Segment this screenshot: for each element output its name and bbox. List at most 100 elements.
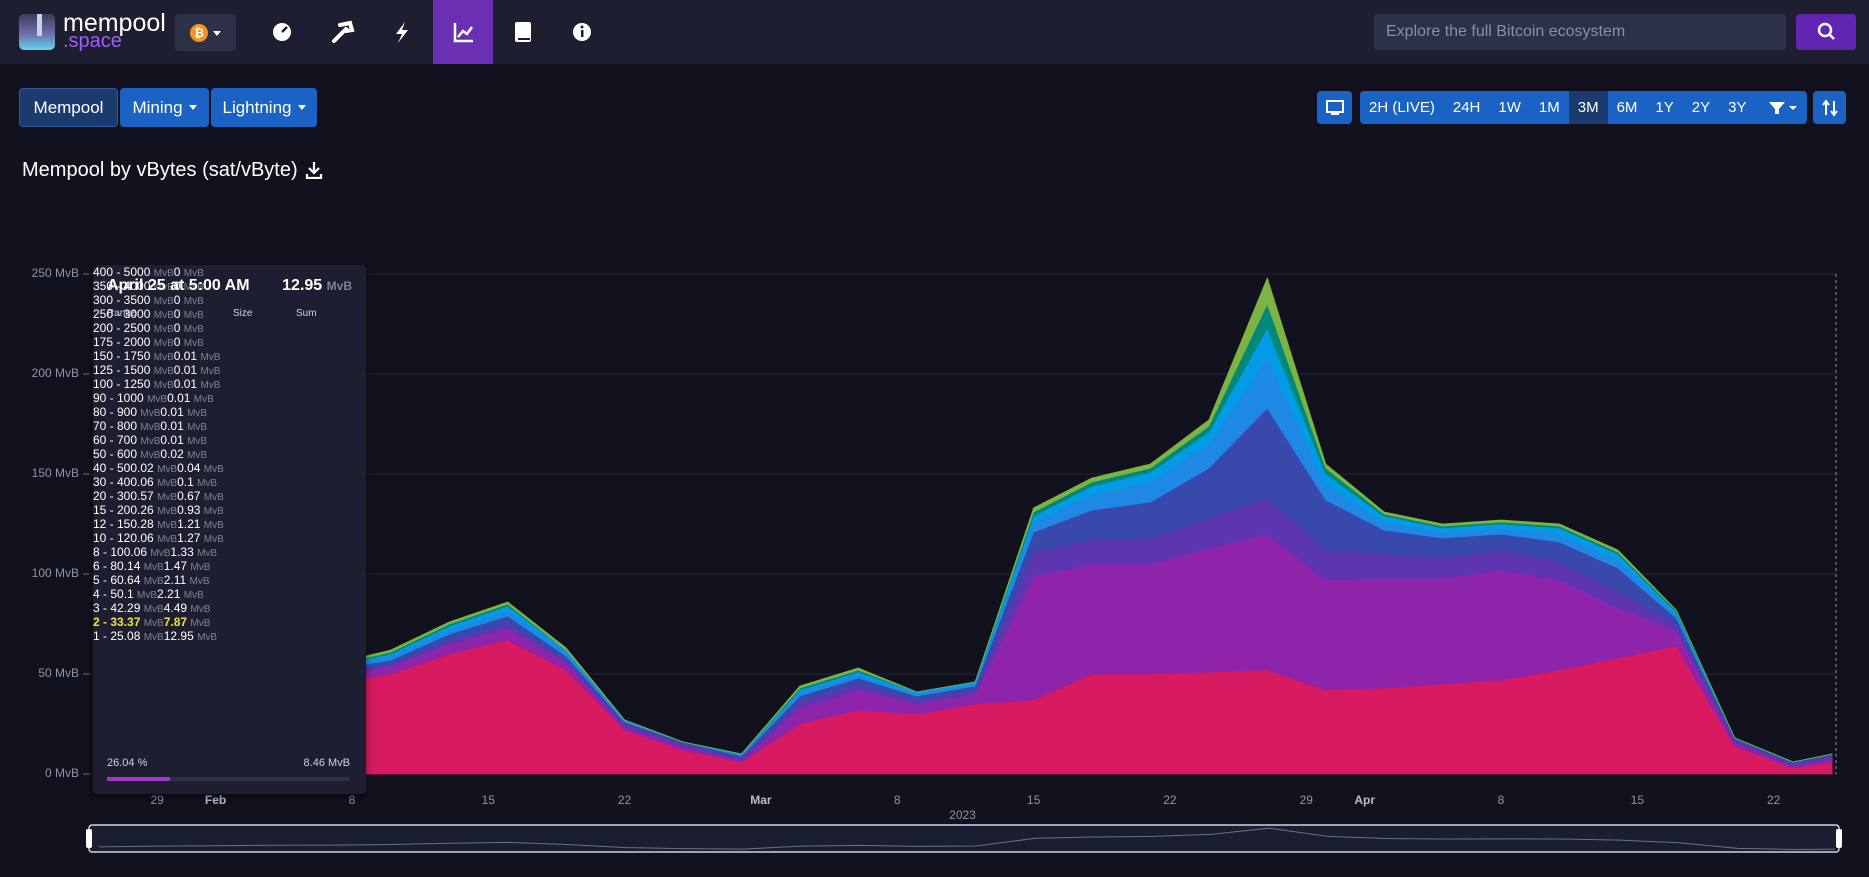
- download-icon[interactable]: [305, 161, 323, 179]
- size-value: 0: [130, 419, 138, 433]
- tooltip-row: 1 - 25.08 MvB12.95 MvB: [93, 629, 366, 643]
- range-button[interactable]: 24H: [1443, 91, 1490, 124]
- size-cell: 0.06 MvB: [124, 545, 171, 559]
- footer-track: [107, 777, 350, 781]
- sum-cell: 1.21 MvB: [177, 517, 224, 531]
- range-label: 12 - 15: [93, 517, 131, 531]
- size-unit: MvB: [153, 310, 174, 321]
- size-cell: 0.02 MvB: [130, 461, 177, 475]
- sum-cell: 0.01 MvB: [160, 433, 207, 447]
- size-cell: 2.29 MvB: [117, 601, 164, 615]
- logo-text[interactable]: mempool: [63, 9, 166, 37]
- size-unit: MvB: [143, 604, 164, 615]
- tooltip-row: 5 - 60.64 MvB2.11 MvB: [93, 573, 366, 587]
- range-button[interactable]: 1M: [1529, 91, 1569, 124]
- range-button[interactable]: 3M: [1568, 91, 1608, 124]
- navbar: mempool .space ₿ Explore the full Bitcoi…: [0, 0, 1869, 64]
- range-button[interactable]: 2H (LIVE): [1360, 91, 1444, 124]
- logo-suffix[interactable]: .space: [63, 30, 122, 52]
- sum-value: 0.93: [177, 503, 201, 517]
- sum-value: 12.95: [163, 629, 194, 643]
- sum-cell: 0 MvB: [174, 335, 204, 349]
- sum-unit: MvB: [183, 590, 204, 601]
- sum-value: 7.87: [163, 615, 188, 629]
- total-value: 12.95: [282, 277, 323, 294]
- size-unit: MvB: [153, 268, 174, 279]
- filter-button[interactable]: [1758, 91, 1807, 124]
- sum-cell: 0.93 MvB: [177, 503, 224, 517]
- size-value: 0: [130, 447, 138, 461]
- bitcoin-icon: ₿: [190, 24, 221, 42]
- y-tick-label: 200 MvB: [32, 366, 79, 380]
- sum-cell: 2.11 MvB: [164, 573, 210, 587]
- navigator-handle[interactable]: [1836, 829, 1842, 848]
- sum-value: 0.01: [173, 377, 198, 391]
- tooltip-row: 6 - 80.14 MvB1.47 MvB: [93, 559, 366, 573]
- tab-mining[interactable]: Mining: [120, 88, 209, 127]
- sort-button[interactable]: [1813, 91, 1846, 124]
- x-tick-label: 22: [1767, 793, 1781, 807]
- range-label: 400 - 500: [93, 265, 144, 279]
- range-label: 300 - 350: [93, 293, 144, 307]
- sum-value: 0: [173, 265, 181, 279]
- sum-value: 0.01: [173, 363, 198, 377]
- size-unit: MvB: [153, 296, 174, 307]
- size-unit: MvB: [140, 422, 161, 433]
- range-button[interactable]: 6M: [1607, 91, 1647, 124]
- sum-value: 0.04: [177, 461, 201, 475]
- network-selector[interactable]: ₿: [175, 14, 236, 51]
- size-unit: MvB: [143, 632, 164, 643]
- tooltip-row: 10 - 120.06 MvB1.27 MvB: [93, 531, 366, 545]
- sum-cell: 1.33 MvB: [170, 545, 217, 559]
- footer-bar: [107, 777, 171, 781]
- navigator-handle[interactable]: [86, 829, 92, 848]
- range-button[interactable]: 2Y: [1682, 91, 1720, 124]
- sum-cell: 0.01 MvB: [174, 349, 221, 363]
- size-unit: MvB: [143, 576, 164, 587]
- size-cell: 0.1 MvB: [117, 587, 157, 601]
- tooltip-row: 30 - 400.06 MvB0.1 MvB: [93, 475, 366, 489]
- tooltip-row: 150 - 1750 MvB0.01 MvB: [93, 349, 366, 363]
- sum-cell: 0.01 MvB: [174, 377, 221, 391]
- tooltip-row: 250 - 3000 MvB0 MvB: [93, 307, 366, 321]
- tooltip-row: 4 - 50.1 MvB2.21 MvB: [93, 587, 366, 601]
- sum-cell: 0.01 MvB: [174, 363, 221, 377]
- search-input[interactable]: Explore the full Bitcoin ecosystem: [1374, 14, 1786, 50]
- sum-cell: 0 MvB: [174, 279, 204, 293]
- size-unit: MvB: [153, 324, 174, 335]
- header-sum: Sum: [296, 308, 317, 319]
- size-unit: MvB: [147, 394, 168, 405]
- sum-value: 4.49: [163, 601, 188, 615]
- sum-cell: 1.27 MvB: [177, 531, 224, 545]
- range-button[interactable]: 1Y: [1646, 91, 1683, 124]
- x-axis-label: 2023: [949, 808, 976, 822]
- fullscreen-button[interactable]: [1317, 91, 1352, 124]
- size-unit: MvB: [157, 478, 178, 489]
- size-value: 0.1: [117, 587, 134, 601]
- sum-cell: 0 MvB: [174, 293, 204, 307]
- search-button[interactable]: [1796, 14, 1856, 50]
- size-cell: 0 MvB: [144, 307, 174, 321]
- size-value: 0.28: [130, 517, 154, 531]
- tooltip: April 25 at 5:00 AM 12.95 MvB Range Size…: [93, 265, 366, 794]
- logo-icon[interactable]: [19, 14, 55, 50]
- sum-value: 0: [173, 321, 181, 335]
- tab-mempool[interactable]: Mempool: [19, 88, 118, 127]
- x-tick-label: 8: [1498, 793, 1505, 807]
- sum-cell: 2.21 MvB: [157, 587, 204, 601]
- range-label: 30 - 40: [93, 475, 131, 489]
- range-button[interactable]: 3Y: [1719, 91, 1756, 124]
- navigator[interactable]: [88, 824, 1840, 853]
- size-value: 0: [143, 335, 151, 349]
- y-tick-label: 0 MvB: [45, 766, 79, 780]
- tooltip-row: 350 - 4000 MvB0 MvB: [93, 279, 366, 293]
- nav-icons[interactable]: [262, 0, 592, 64]
- range-button[interactable]: 1W: [1489, 91, 1530, 124]
- area: [98, 277, 1833, 763]
- sum-value: 0.01: [167, 391, 191, 405]
- size-unit: MvB: [157, 520, 178, 531]
- sum-unit: MvB: [197, 478, 218, 489]
- range-label: 5 - 6: [93, 573, 118, 587]
- tab-lightning[interactable]: Lightning: [211, 88, 317, 127]
- sum-unit: MvB: [203, 464, 224, 475]
